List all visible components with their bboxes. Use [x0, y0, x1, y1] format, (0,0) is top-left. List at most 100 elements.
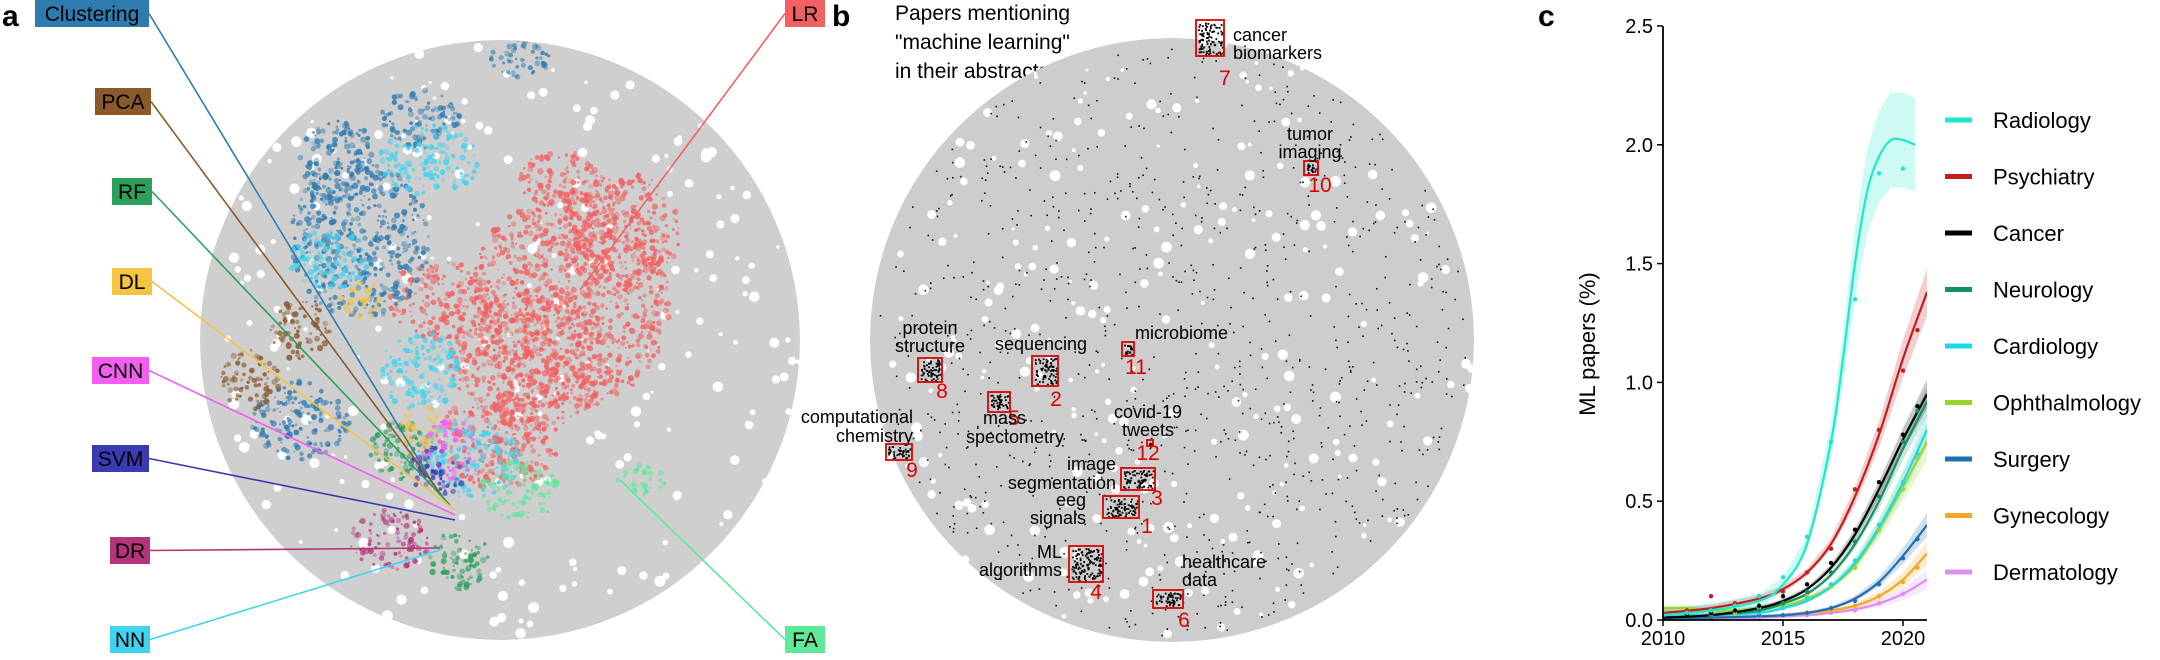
method-point [508, 331, 514, 337]
method-point [368, 522, 373, 526]
panel-a-gap [787, 356, 797, 366]
method-point [340, 295, 345, 300]
panel-b-gap [1105, 76, 1110, 82]
method-point [494, 402, 499, 407]
method-point [594, 224, 597, 227]
method-point [486, 279, 491, 285]
method-point [527, 166, 534, 173]
panel-a-gap [503, 155, 513, 165]
panel-b-gap [1187, 523, 1193, 529]
method-point [451, 466, 456, 472]
method-point [550, 235, 557, 242]
method-point [427, 327, 430, 330]
method-point [601, 249, 606, 254]
method-point [274, 330, 279, 335]
method-point [466, 391, 471, 396]
panel-b-gap [1321, 293, 1331, 303]
method-point [585, 203, 591, 209]
method-point [455, 304, 461, 309]
method-point [398, 319, 403, 324]
panel-a-gap [642, 392, 651, 401]
method-point [464, 357, 470, 364]
method-point [392, 193, 397, 199]
method-point [613, 383, 619, 389]
method-point [525, 516, 529, 520]
method-point [423, 151, 427, 155]
method-point [378, 468, 383, 473]
panel-a-gap [709, 274, 718, 282]
method-point [557, 295, 564, 302]
method-point [456, 447, 462, 452]
method-point [403, 461, 408, 465]
method-point [566, 316, 571, 320]
method-point [592, 321, 596, 326]
method-point [499, 321, 503, 325]
method-point [375, 231, 380, 236]
method-point [425, 273, 431, 279]
method-point [474, 266, 478, 271]
method-point [591, 366, 597, 371]
method-point [429, 568, 436, 576]
method-point [447, 350, 455, 358]
method-point [283, 401, 288, 407]
method-point [438, 126, 443, 130]
method-point [640, 318, 646, 324]
method-point [661, 247, 666, 252]
method-point [518, 234, 523, 239]
method-point [593, 195, 596, 199]
method-point [659, 284, 663, 288]
method-point [615, 378, 620, 383]
method-point [499, 303, 502, 306]
panel-a-gap [585, 115, 596, 126]
method-point [382, 245, 387, 250]
method-point [254, 393, 259, 398]
method-point [443, 161, 446, 165]
method-point [473, 285, 477, 288]
panel-b-gap [1371, 377, 1377, 383]
method-point [491, 232, 498, 238]
method-point [463, 410, 466, 414]
method-point [350, 530, 356, 535]
method-point [459, 154, 466, 161]
method-point [601, 208, 608, 215]
method-point [372, 250, 377, 256]
method-point [624, 231, 630, 236]
method-point [648, 324, 656, 331]
method-point [521, 263, 528, 270]
method-point [625, 283, 631, 289]
method-point [305, 300, 308, 304]
method-point [583, 255, 587, 258]
method-point [413, 482, 419, 488]
method-point [454, 534, 458, 537]
method-point [244, 385, 250, 390]
method-point [579, 265, 586, 271]
method-point [577, 398, 581, 402]
method-point [579, 361, 582, 364]
method-point [542, 257, 546, 260]
method-point [529, 354, 535, 360]
panel-a-gap [650, 390, 654, 394]
method-point [456, 581, 463, 588]
method-point [330, 217, 334, 220]
method-point [486, 506, 493, 512]
panel-b-gap [1414, 392, 1421, 399]
panel-b-gap [1170, 480, 1178, 488]
method-point [317, 251, 321, 255]
method-point [436, 297, 441, 301]
method-point [639, 481, 645, 487]
panel-b-gap [1216, 623, 1226, 632]
method-point [480, 315, 488, 322]
panel-b-gap [953, 233, 958, 238]
panel-a-gap [730, 213, 740, 224]
method-point [435, 386, 440, 391]
method-point [524, 224, 530, 230]
panel-b-gap [1423, 436, 1433, 446]
method-point [264, 406, 271, 413]
method-point [400, 265, 404, 270]
method-point [446, 436, 449, 439]
method-point [546, 342, 552, 347]
method-point [400, 269, 407, 277]
method-point [293, 396, 298, 401]
method-point [568, 262, 573, 266]
method-point [534, 415, 540, 421]
